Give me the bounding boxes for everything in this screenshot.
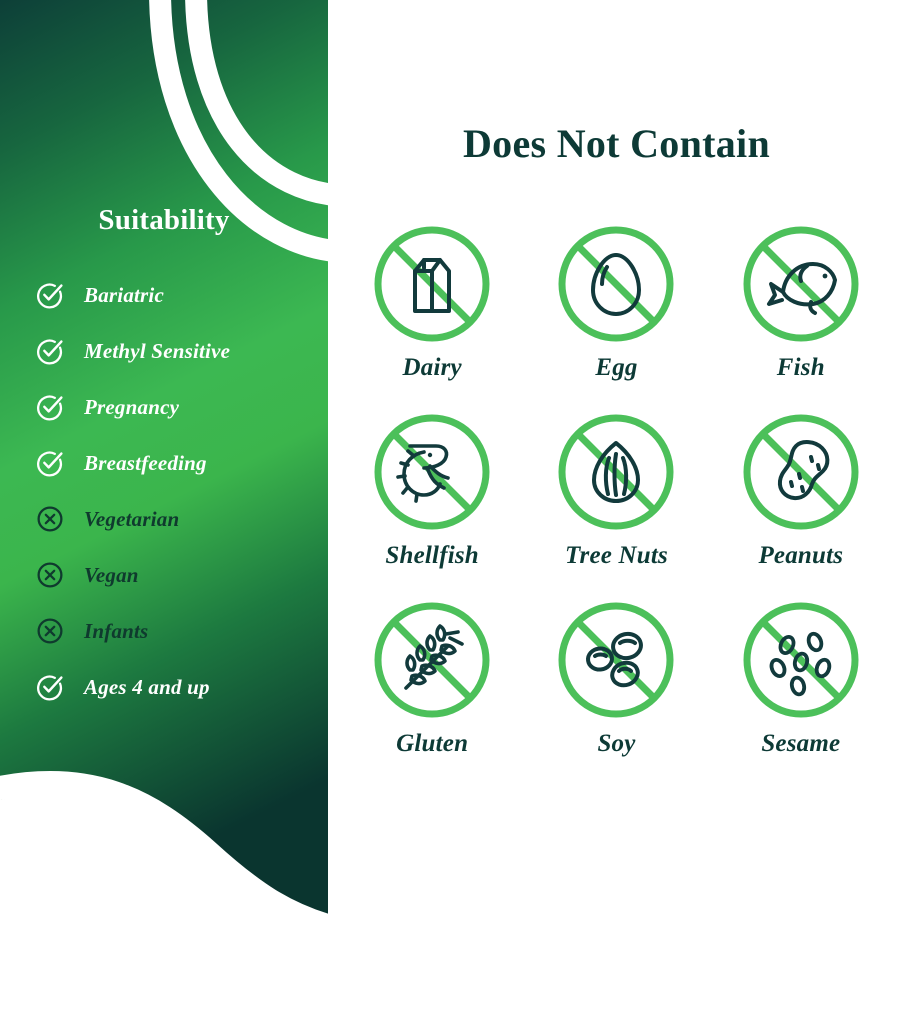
sesame-seeds-icon — [743, 602, 859, 718]
allergen-label: Sesame — [761, 730, 841, 757]
allergen-label: Peanuts — [758, 542, 844, 569]
sidebar-green-shape — [0, 0, 328, 915]
almond-icon — [558, 414, 674, 530]
suitability-heading: Suitability — [98, 204, 230, 236]
suitability-item-label: Breastfeeding — [84, 450, 207, 475]
allergen-item-fish: Fish — [709, 222, 893, 382]
allergen-label: Egg — [595, 354, 638, 381]
x-circle-icon — [37, 562, 63, 588]
suitability-item-bariatric: Bariatric — [36, 267, 328, 323]
top-wave-outer — [185, 0, 328, 206]
bottom-wave-outer — [0, 771, 328, 939]
bottom-wave-inner — [0, 832, 328, 1024]
suitability-item-label: Methyl Sensitive — [84, 338, 231, 363]
allergen-label: Tree Nuts — [565, 542, 668, 569]
suitability-list: Bariatric Methyl Sensitive Pregnancy — [36, 267, 328, 715]
allergen-item-soy: Soy — [524, 598, 708, 758]
milk-carton-icon — [374, 226, 490, 342]
suitability-item-infants: Infants — [36, 603, 328, 659]
allergen-label: Shellfish — [385, 542, 479, 569]
top-wave-inner — [149, 0, 328, 262]
allergen-item-shellfish: Shellfish — [340, 410, 524, 570]
suitability-item-label: Bariatric — [84, 282, 164, 307]
does-not-contain-panel: Does Not Contain Dairy — [340, 0, 911, 1024]
shrimp-icon — [374, 414, 490, 530]
fish-icon — [743, 226, 859, 342]
suitability-item-vegan: Vegan — [36, 547, 328, 603]
check-circle-icon — [37, 451, 63, 477]
suitability-item-vegetarian: Vegetarian — [36, 491, 328, 547]
allergen-label: Gluten — [396, 730, 469, 757]
suitability-item-breastfeeding: Breastfeeding — [36, 435, 328, 491]
allergen-grid: Dairy Egg — [340, 222, 893, 758]
suitability-item-ages-4-and-up: Ages 4 and up — [36, 659, 328, 715]
allergen-item-dairy: Dairy — [340, 222, 524, 382]
allergen-label: Soy — [597, 730, 636, 757]
x-circle-icon — [37, 506, 63, 532]
soybeans-icon — [558, 602, 674, 718]
allergen-item-gluten: Gluten — [340, 598, 524, 758]
suitability-item-label: Pregnancy — [84, 394, 180, 419]
check-circle-icon — [37, 395, 63, 421]
suitability-item-label: Vegan — [84, 562, 139, 587]
allergen-item-sesame: Sesame — [709, 598, 893, 758]
allergen-label: Dairy — [402, 354, 462, 381]
wheat-icon — [374, 602, 490, 718]
suitability-item-pregnancy: Pregnancy — [36, 379, 328, 435]
peanut-icon — [743, 414, 859, 530]
check-circle-icon — [37, 283, 63, 309]
suitability-item-label: Vegetarian — [84, 506, 180, 531]
suitability-item-label: Infants — [84, 618, 149, 643]
allergen-label: Fish — [776, 354, 825, 381]
check-circle-icon — [37, 339, 63, 365]
sidebar-content: Suitability Bariatric Methyl Sensitive — [0, 0, 328, 1024]
egg-icon — [558, 226, 674, 342]
suitability-panel: Suitability Bariatric Methyl Sensitive — [0, 0, 340, 1024]
x-circle-icon — [37, 618, 63, 644]
allergen-item-peanuts: Peanuts — [709, 410, 893, 570]
allergen-item-egg: Egg — [524, 222, 708, 382]
page-title: Does Not Contain — [462, 121, 771, 166]
suitability-item-methyl-sensitive: Methyl Sensitive — [36, 323, 328, 379]
sidebar-background-graphic — [0, 0, 328, 1024]
suitability-item-label: Ages 4 and up — [84, 674, 210, 699]
allergen-item-tree-nuts: Tree Nuts — [524, 410, 708, 570]
check-circle-icon — [37, 675, 63, 701]
